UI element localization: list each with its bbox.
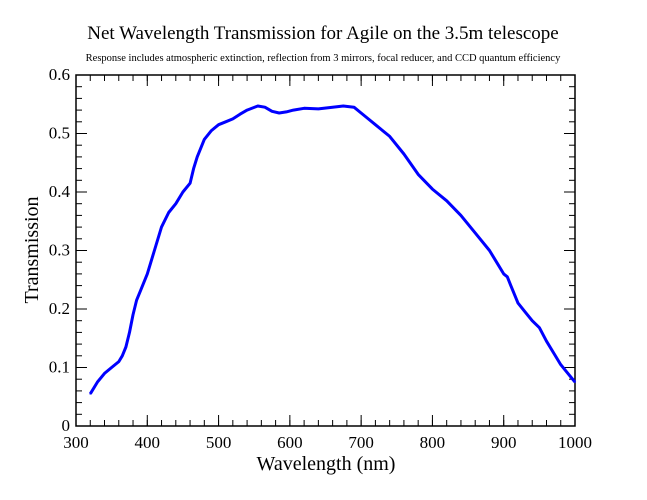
- data-point: [146, 273, 149, 275]
- data-point: [256, 105, 259, 107]
- data-point: [353, 106, 355, 108]
- data-point: [139, 290, 141, 293]
- data-point: [271, 110, 273, 113]
- y-tick-label: 0.1: [49, 358, 70, 377]
- data-point: [474, 232, 477, 234]
- series-line-0: [89, 104, 577, 395]
- data-point: [531, 319, 534, 322]
- data-point: [445, 199, 448, 202]
- data-point: [153, 249, 156, 252]
- data-point: [524, 311, 526, 313]
- data-point: [110, 366, 113, 369]
- data-point: [538, 326, 541, 329]
- data-point: [89, 393, 92, 395]
- data-point: [96, 381, 99, 383]
- data-point: [285, 111, 288, 113]
- data-point: [232, 118, 234, 120]
- data-point: [506, 276, 509, 278]
- data-point: [360, 112, 362, 114]
- x-tick-label: 900: [491, 433, 517, 452]
- data-point: [125, 346, 127, 348]
- data-point: [189, 182, 191, 185]
- data-point: [342, 105, 345, 107]
- data-point: [160, 226, 163, 228]
- data-point: [559, 363, 562, 366]
- data-point: [135, 299, 138, 302]
- data-point: [246, 109, 248, 111]
- data-point: [460, 214, 462, 217]
- data-point: [121, 355, 124, 357]
- data-point: [128, 331, 131, 334]
- data-point: [278, 112, 280, 114]
- y-tick-label: 0.6: [49, 65, 70, 84]
- data-point: [367, 118, 370, 120]
- data-point: [132, 314, 134, 316]
- data-point: [175, 202, 177, 205]
- x-tick-label: 300: [63, 433, 89, 452]
- x-tick-label: 500: [206, 433, 232, 452]
- x-tick-label: 400: [135, 433, 161, 452]
- data-point: [517, 302, 519, 304]
- x-axis-label: Wavelength (nm): [257, 453, 396, 475]
- data-point: [292, 109, 295, 111]
- y-tick-label: 0.4: [49, 182, 71, 201]
- chart-subtitle: Response includes atmospheric extinction…: [86, 53, 561, 64]
- data-point: [196, 156, 198, 158]
- data-point: [317, 108, 320, 110]
- y-tick-label: 0.2: [49, 299, 70, 318]
- data-point: [374, 123, 377, 126]
- x-tick-label: 600: [277, 433, 303, 452]
- x-tick-label: 800: [420, 433, 446, 452]
- data-point: [192, 167, 195, 170]
- data-point: [545, 340, 548, 342]
- y-tick-label: 0.3: [49, 241, 70, 260]
- data-point: [117, 360, 120, 363]
- data-point: [567, 372, 569, 375]
- data-point: [167, 211, 170, 214]
- data-point: [510, 284, 512, 287]
- y-tick-label: 0.5: [49, 124, 70, 143]
- data-point: [264, 106, 266, 108]
- data-point: [239, 113, 241, 115]
- data-point: [182, 191, 184, 193]
- data-point: [417, 173, 419, 176]
- data-point: [303, 107, 305, 110]
- data-point: [331, 106, 334, 108]
- data-point: [488, 249, 491, 252]
- data-point: [224, 121, 227, 123]
- data-point: [431, 188, 434, 190]
- data-point: [502, 273, 505, 275]
- x-tick-label: 1000: [558, 433, 592, 452]
- data-point: [403, 153, 405, 155]
- x-tick-label: 700: [348, 433, 374, 452]
- data-point: [203, 138, 206, 141]
- y-tick-label: 0: [62, 416, 71, 435]
- data-point: [552, 352, 555, 354]
- data-point: [210, 129, 213, 132]
- data-point: [495, 261, 498, 264]
- plot-frame: [75, 74, 576, 427]
- y-axis-label: Transmission: [21, 196, 43, 303]
- data-point: [103, 372, 106, 375]
- data-point: [574, 381, 576, 383]
- chart-title: Net Wavelength Transmission for Agile on…: [87, 23, 558, 44]
- data-point: [388, 135, 391, 138]
- data-point: [217, 123, 220, 126]
